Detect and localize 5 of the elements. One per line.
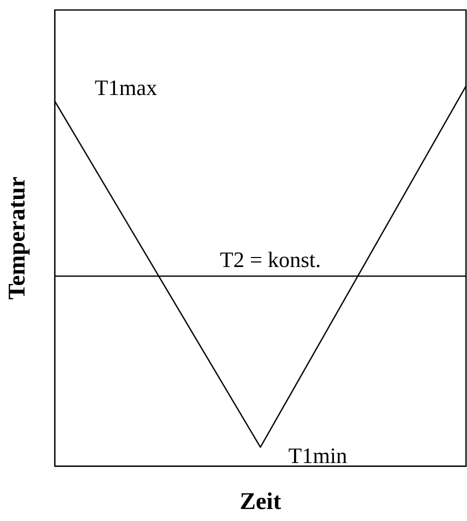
annotation: T1min (288, 442, 348, 468)
y-axis-title: Temperatur (4, 176, 31, 300)
x-axis-title: Zeit (240, 488, 282, 515)
ref-line-label: T2 = konst. (220, 246, 321, 272)
annotation: T1max (94, 75, 158, 100)
